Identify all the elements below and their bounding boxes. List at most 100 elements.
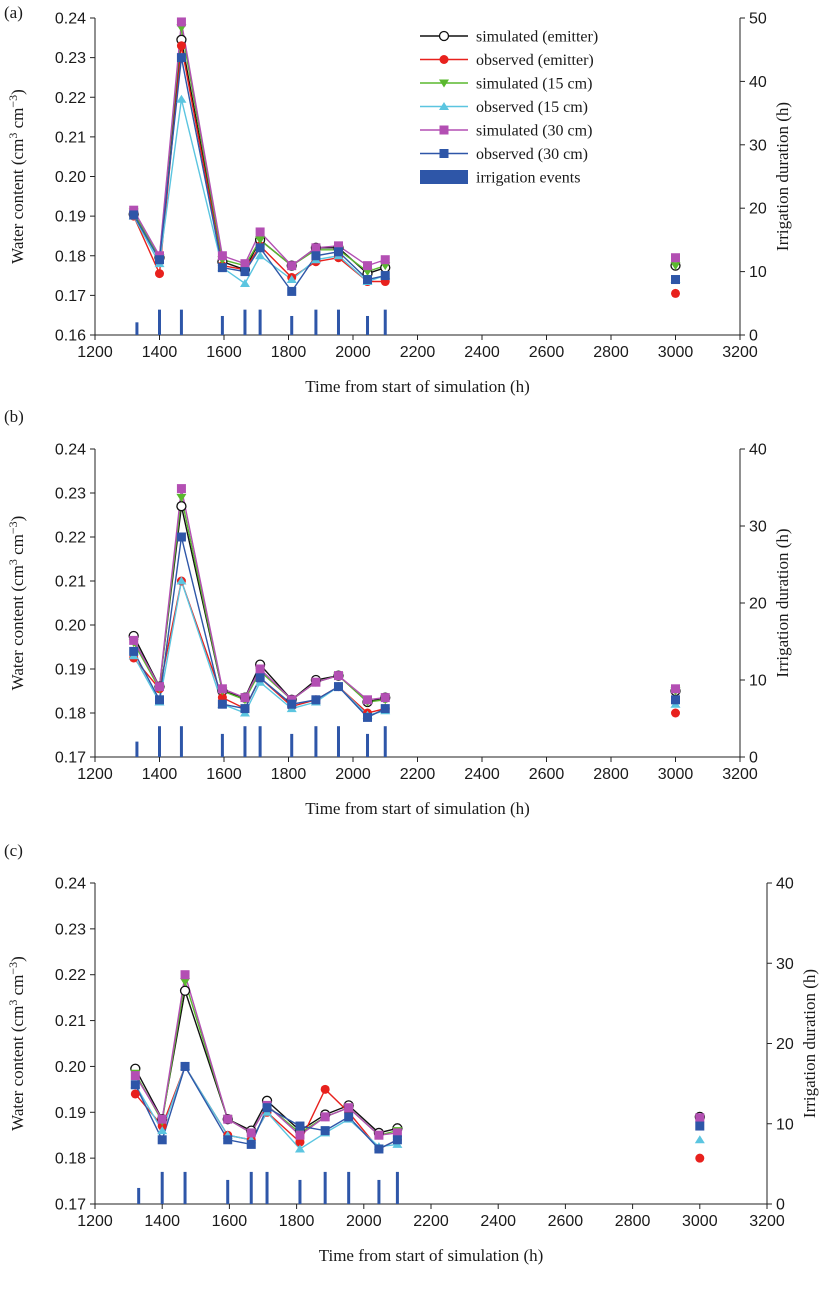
y-tick-label: 0.19 — [55, 1105, 86, 1122]
y-axis-label: Water content (cm3 cm−3) — [6, 516, 27, 691]
x-tick-label: 3200 — [722, 344, 758, 361]
y-axis-label-part: 3 — [6, 133, 20, 139]
irrigation-bar — [160, 1171, 164, 1204]
legend-swatch — [420, 170, 468, 184]
data-point — [255, 664, 265, 674]
irrigation-bar — [220, 315, 224, 335]
y-tick-label: 0.24 — [55, 876, 86, 893]
x-tick-label: 2800 — [593, 766, 629, 783]
data-point — [380, 704, 390, 714]
y2-tick-label: 0 — [776, 1197, 785, 1214]
x-tick-label: 2200 — [413, 1213, 449, 1230]
data-point — [671, 275, 680, 285]
irrigation-bar — [258, 309, 262, 335]
y-tick-label: 0.21 — [55, 129, 86, 146]
x-tick-label: 2400 — [480, 1213, 516, 1230]
y-axis-label-part: −3 — [6, 95, 20, 108]
data-point — [157, 1135, 167, 1145]
y2-tick-label: 0 — [749, 750, 758, 767]
data-point — [129, 210, 139, 220]
data-point — [155, 682, 164, 692]
data-point — [176, 53, 186, 63]
data-point — [333, 671, 343, 681]
y2-tick-label: 20 — [749, 201, 767, 218]
y-tick-label: 0.22 — [55, 90, 86, 107]
data-point — [671, 288, 680, 298]
y-tick-label: 0.24 — [55, 442, 86, 459]
data-point — [380, 255, 390, 265]
irrigation-bar — [179, 726, 183, 757]
irrigation-bar — [336, 309, 340, 335]
data-point — [694, 1135, 705, 1144]
y2-tick-label: 40 — [749, 442, 767, 459]
data-point — [392, 1128, 402, 1138]
x-tick-label: 1400 — [142, 766, 178, 783]
data-point — [320, 1084, 330, 1094]
data-point — [223, 1114, 233, 1124]
x-tick-label: 1200 — [77, 344, 113, 361]
data-point — [344, 1112, 354, 1122]
data-point — [223, 1135, 233, 1145]
y2-tick-label: 50 — [749, 11, 767, 28]
x-tick-label: 2600 — [529, 766, 565, 783]
data-point — [695, 1113, 705, 1123]
data-point — [380, 271, 390, 281]
data-point — [671, 708, 680, 718]
data-point — [176, 41, 186, 51]
data-point — [129, 205, 139, 215]
irrigation-bar — [395, 1171, 399, 1204]
x-tick-label: 3000 — [682, 1213, 718, 1230]
x-tick-label: 1600 — [212, 1213, 248, 1230]
data-point — [217, 699, 227, 709]
legend-marker — [439, 102, 449, 110]
legend-label: simulated (30 cm) — [476, 123, 592, 140]
irrigation-bar — [220, 733, 224, 757]
x-tick-label: 1800 — [271, 344, 307, 361]
irrigation-bar — [183, 1171, 187, 1204]
x-axis-label: Time from start of simulation (h) — [305, 799, 530, 818]
legend-label: simulated (15 cm) — [476, 76, 592, 93]
y-tick-label: 0.18 — [55, 706, 86, 723]
data-point — [320, 1112, 330, 1122]
legend-label: observed (15 cm) — [476, 99, 588, 116]
legend-marker — [439, 55, 449, 64]
x-tick-label: 2200 — [400, 766, 436, 783]
irrigation-bar — [314, 309, 318, 335]
y-tick-label: 0.20 — [55, 618, 86, 635]
x-tick-label: 3000 — [658, 766, 694, 783]
y-axis-label: Water content (cm3 cm−3) — [6, 956, 27, 1131]
data-point — [374, 1144, 384, 1154]
y-axis-label-part: Water content (cm — [8, 565, 27, 690]
x-tick-label: 1400 — [144, 1213, 180, 1230]
irrigation-bar — [135, 741, 139, 757]
x-tick-label: 2600 — [548, 1213, 584, 1230]
irrigation-bar — [243, 309, 247, 335]
y-tick-label: 0.23 — [55, 50, 86, 67]
data-point — [176, 484, 186, 494]
x-tick-label: 1200 — [77, 766, 113, 783]
y-tick-label: 0.16 — [55, 328, 86, 345]
y-axis-label-part: Water content (cm — [8, 139, 27, 264]
data-point — [155, 255, 164, 265]
x-tick-label: 1800 — [271, 766, 307, 783]
irrigation-bar — [158, 309, 161, 335]
data-point — [320, 1126, 330, 1136]
y-axis-label-part: cm — [8, 108, 27, 133]
data-point — [157, 1114, 167, 1124]
chart-panel-c: 1200 1400 1600 1800 2000 2200 2400 2600 2800 3000… — [4, 841, 819, 1265]
data-point — [239, 278, 250, 287]
y-axis-label-part: 3 — [6, 1000, 20, 1006]
x-axis-label: Time from start of simulation (h) — [319, 1246, 544, 1265]
x-tick-label: 2800 — [593, 344, 629, 361]
data-point — [255, 251, 266, 260]
x-tick-label: 1800 — [279, 1213, 315, 1230]
irrigation-bar — [226, 1179, 230, 1204]
irrigation-bar — [383, 726, 387, 757]
data-point — [295, 1137, 305, 1147]
data-point — [129, 635, 139, 645]
data-point — [363, 275, 373, 285]
irrigation-bar — [347, 1171, 351, 1204]
y2-tick-label: 30 — [749, 137, 767, 154]
y-tick-label: 0.17 — [55, 750, 86, 767]
y-axis-label-part: −3 — [6, 962, 20, 975]
